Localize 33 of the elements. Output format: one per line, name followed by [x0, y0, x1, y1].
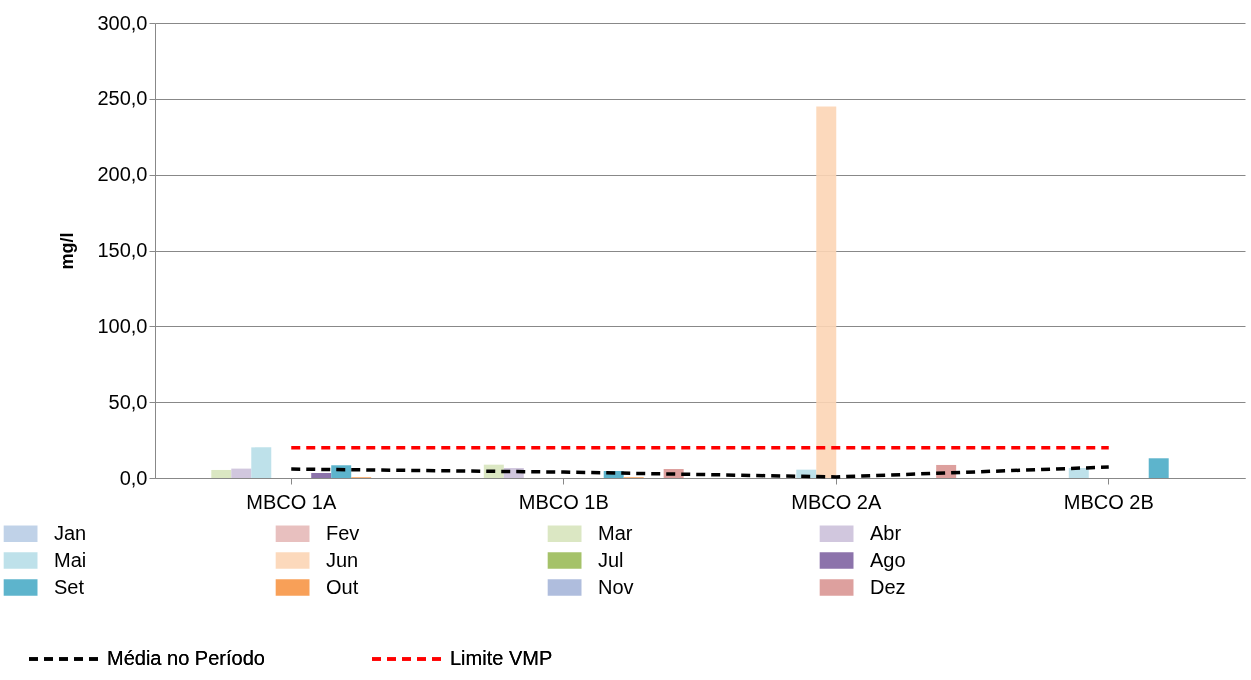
y-tick-label: 100,0	[97, 314, 148, 337]
bar	[251, 447, 272, 478]
legend-label: Fev	[326, 521, 360, 544]
y-tick-label: 200,0	[97, 163, 148, 186]
legend-label: Abr	[870, 521, 902, 544]
y-tick-label: 150,0	[97, 239, 148, 261]
legend-label: Mar	[598, 521, 633, 544]
x-tick-label: MBCO 2A	[791, 490, 882, 513]
legend-label: Jul	[598, 548, 624, 571]
bar	[231, 468, 252, 478]
y-tick-label: 300,0	[97, 11, 148, 34]
legend-label: Jun	[326, 548, 359, 571]
legend-label: Mai	[54, 548, 87, 571]
y-tick-label: 250,0	[97, 87, 148, 110]
y-tick-label: 50,0	[108, 390, 148, 413]
legend-label: Limite VMP	[450, 647, 553, 669]
legend-label: Média no Período	[107, 647, 265, 669]
y-axis-title: mg/l	[57, 232, 78, 270]
legend-label: Nov	[598, 575, 634, 598]
bar	[1148, 458, 1169, 478]
legend-label: Out	[326, 575, 359, 598]
x-tick-label: MBCO 1A	[246, 490, 337, 513]
legend-label: Jan	[54, 521, 87, 544]
bar	[816, 106, 837, 478]
bar	[311, 473, 332, 478]
legend-label: Dez	[870, 575, 906, 598]
x-tick-label: MBCO 1B	[518, 490, 609, 513]
y-tick-label: 0,0	[119, 466, 148, 489]
line-series	[289, 465, 1111, 479]
legend-label: Ago	[870, 548, 906, 571]
x-tick-label: MBCO 2B	[1063, 490, 1154, 513]
legend-label: Set	[54, 575, 85, 598]
bar	[211, 469, 232, 478]
